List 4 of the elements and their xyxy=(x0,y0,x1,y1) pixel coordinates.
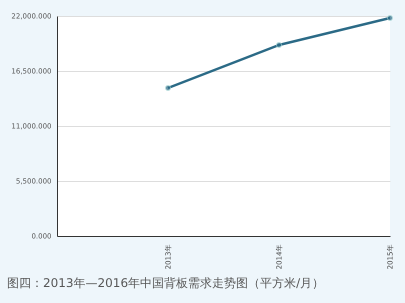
point xyxy=(165,85,171,91)
text: 图四：2013年—2016年中国背板需求走势图（平方米/月） xyxy=(7,276,324,290)
point xyxy=(276,42,282,48)
point xyxy=(387,15,393,21)
